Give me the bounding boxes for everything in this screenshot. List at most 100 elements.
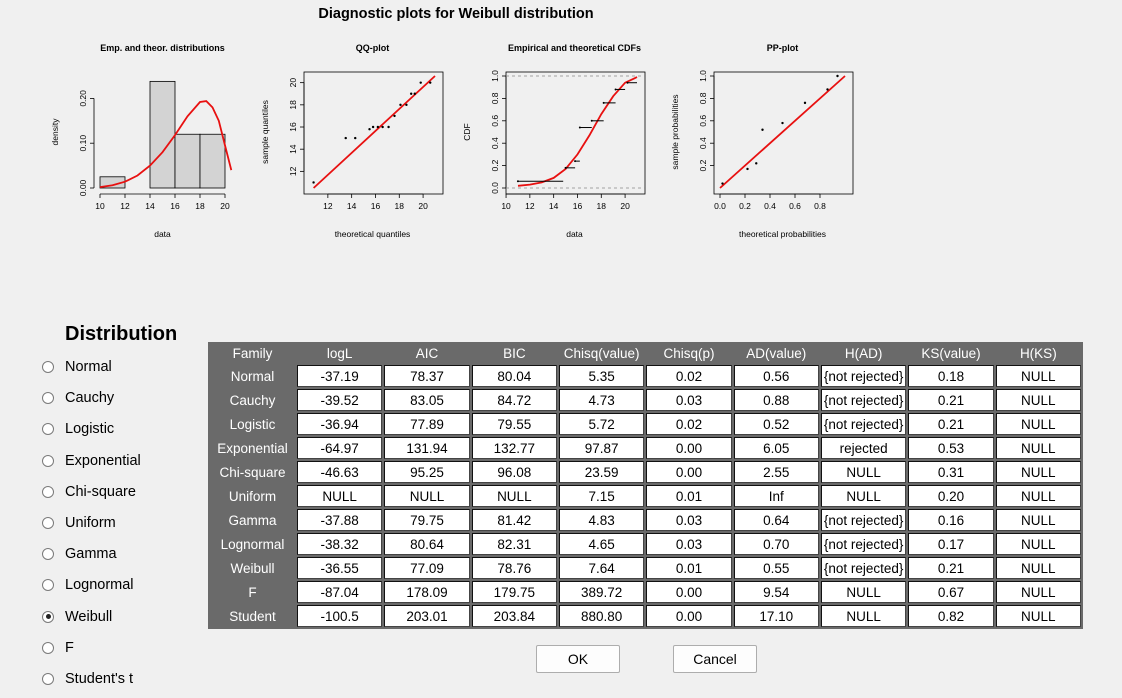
data-point bbox=[721, 182, 724, 185]
row-label: Weibull bbox=[210, 557, 295, 579]
radio-label: Chi-square bbox=[65, 483, 136, 500]
radio-button-icon[interactable] bbox=[42, 517, 54, 529]
table-cell: 96.08 bbox=[471, 461, 557, 483]
radio-cauchy[interactable]: Cauchy bbox=[42, 387, 114, 409]
ok-button[interactable]: OK bbox=[536, 645, 620, 673]
table-cell: 95.25 bbox=[384, 461, 470, 483]
radio-button-icon[interactable] bbox=[42, 361, 54, 373]
column-header: Chisq(value) bbox=[563, 346, 640, 361]
radio-lognormal[interactable]: Lognormal bbox=[42, 574, 134, 596]
radio-button-icon[interactable] bbox=[42, 548, 54, 561]
table-cell: 97.87 bbox=[558, 437, 645, 459]
x-tick-label: 0.0 bbox=[714, 201, 726, 211]
table-row: Cauchy -39.52 83.05 84.72 4.73 0.03 0.88 {not r… bbox=[210, 389, 1081, 411]
column-header: logL bbox=[326, 346, 353, 361]
x-tick-label: 18 bbox=[395, 201, 405, 211]
radio-button-icon[interactable] bbox=[42, 454, 54, 467]
radio-exponential[interactable]: Exponential bbox=[42, 450, 141, 472]
cancel-button[interactable]: Cancel bbox=[673, 645, 757, 673]
data-point bbox=[755, 162, 758, 165]
table-cell: 0.00 bbox=[646, 605, 732, 627]
radio-label: Lognormal bbox=[65, 577, 134, 594]
radio-label: F bbox=[65, 639, 74, 656]
data-point bbox=[781, 121, 784, 125]
radio-button-icon[interactable] bbox=[42, 392, 54, 405]
table-cell: 23.59 bbox=[558, 461, 645, 483]
table-cell: NULL bbox=[995, 581, 1081, 603]
radio-logistic[interactable]: Logistic bbox=[42, 418, 114, 440]
radio-uniform[interactable]: Uniform bbox=[42, 512, 116, 534]
table-cell: 203.01 bbox=[384, 605, 470, 627]
plot-box bbox=[505, 71, 646, 195]
table-cell: -39.52 bbox=[297, 389, 383, 411]
y-axis-label: density bbox=[50, 118, 60, 146]
table-cell: NULL bbox=[471, 485, 557, 507]
empirical-cdf-point bbox=[574, 160, 577, 163]
table-cell: NULL bbox=[995, 485, 1081, 507]
radio-label: Cauchy bbox=[65, 390, 115, 407]
data-point bbox=[399, 103, 402, 107]
data-point bbox=[746, 167, 749, 171]
table-cell: 0.17 bbox=[908, 533, 994, 555]
x-tick-label: 12 bbox=[525, 201, 535, 211]
y-tick-label: 0.0 bbox=[490, 182, 500, 194]
radio-student-s-t[interactable]: Student's t bbox=[42, 668, 133, 690]
data-point bbox=[354, 136, 357, 140]
y-tick-label: 0.6 bbox=[490, 115, 500, 127]
data-point bbox=[344, 136, 347, 140]
radio-button-icon[interactable] bbox=[42, 641, 54, 654]
row-label: Chi-square bbox=[210, 461, 295, 483]
table-cell: -46.63 bbox=[297, 461, 383, 483]
row-label: Logistic bbox=[210, 413, 295, 435]
table-cell: NULL bbox=[995, 413, 1081, 435]
data-point bbox=[371, 125, 375, 129]
y-tick-label: 0.4 bbox=[698, 137, 708, 149]
radio-weibull[interactable]: Weibull bbox=[42, 606, 112, 628]
y-tick-label: 20 bbox=[288, 78, 298, 88]
pp-plot: PP-plot theoretical probabilities sample p… bbox=[670, 43, 854, 239]
data-point bbox=[826, 88, 829, 91]
plot-box bbox=[713, 71, 854, 195]
radio-f[interactable]: F bbox=[42, 637, 74, 659]
table-cell: 81.42 bbox=[471, 509, 557, 531]
radio-label: Logistic bbox=[65, 421, 115, 438]
table-cell: 82.31 bbox=[471, 533, 557, 555]
table-cell: NULL bbox=[995, 461, 1081, 483]
radio-gamma[interactable]: Gamma bbox=[42, 543, 117, 565]
x-axis-label: theoretical quantiles bbox=[335, 229, 411, 239]
radio-button-icon[interactable] bbox=[42, 610, 54, 623]
table-cell: {not rejected} bbox=[820, 365, 907, 387]
x-tick-label: 18 bbox=[597, 201, 607, 211]
row-label: Cauchy bbox=[210, 389, 295, 411]
table-cell: 0.00 bbox=[646, 437, 732, 459]
y-tick-label: 0.2 bbox=[698, 159, 708, 171]
table-cell: NULL bbox=[995, 605, 1081, 627]
table-cell: 0.82 bbox=[908, 605, 994, 627]
table-cell: 5.35 bbox=[558, 365, 645, 387]
table-cell: 0.64 bbox=[733, 509, 819, 531]
radio-button-icon[interactable] bbox=[42, 579, 54, 592]
table-cell: {not rejected} bbox=[820, 557, 907, 579]
x-axis-label: data bbox=[154, 229, 171, 239]
radio-chi-square[interactable]: Chi-square bbox=[42, 481, 136, 503]
table-cell: -87.04 bbox=[297, 581, 383, 603]
table-cell: NULL bbox=[384, 485, 470, 507]
table-cell: {not rejected} bbox=[820, 509, 907, 531]
row-label: Student bbox=[210, 605, 295, 627]
column-header: H(KS) bbox=[1019, 346, 1057, 361]
table-cell: 83.05 bbox=[384, 389, 470, 411]
table-cell: 7.15 bbox=[558, 485, 645, 507]
table-cell: 0.01 bbox=[646, 485, 732, 507]
fit-results-table: Family logL AIC BIC Chisq(value) Chisq(p) AD(v… bbox=[208, 342, 1083, 629]
table-cell: 0.03 bbox=[646, 389, 732, 411]
x-tick-label: 16 bbox=[170, 201, 180, 211]
y-axis-label: CDF bbox=[462, 123, 472, 140]
table-cell: 0.02 bbox=[646, 413, 732, 435]
radio-normal[interactable]: Normal bbox=[42, 356, 112, 378]
table-cell: 17.10 bbox=[733, 605, 819, 627]
radio-button-icon[interactable] bbox=[42, 485, 54, 498]
radio-button-icon[interactable] bbox=[42, 673, 54, 685]
radio-button-icon[interactable] bbox=[42, 423, 54, 436]
y-tick-label: 16 bbox=[288, 122, 298, 132]
table-cell: 0.88 bbox=[733, 389, 819, 411]
